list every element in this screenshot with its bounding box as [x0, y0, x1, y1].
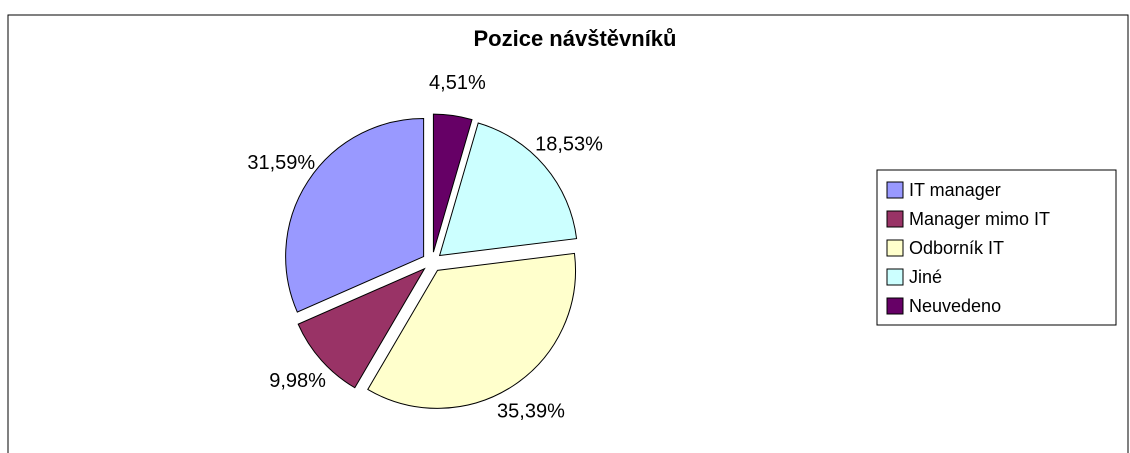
legend-label: Neuvedeno: [909, 296, 1001, 316]
legend-swatch: [886, 210, 904, 228]
pie-slice: [285, 118, 425, 313]
chart-title: Pozice návštěvníků: [474, 26, 677, 51]
data-label: 31,59%: [247, 152, 315, 174]
legend-label: Odborník IT: [909, 238, 1004, 258]
pie-slice: [367, 252, 576, 409]
legend-label: IT manager: [909, 180, 1001, 200]
legend-swatch: [886, 268, 904, 286]
pie-slice: [297, 267, 426, 389]
legend-box: [876, 169, 1117, 326]
data-label: 18,53%: [535, 134, 603, 156]
data-label: 35,39%: [497, 401, 565, 423]
data-label: 4,51%: [429, 72, 486, 94]
legend-swatch: [886, 297, 904, 315]
legend-label: Manager mimo IT: [909, 209, 1050, 229]
pie-slice: [432, 113, 473, 253]
legend-label: Jiné: [909, 267, 942, 287]
legend-swatch: [886, 181, 904, 199]
pie-slice: [438, 122, 578, 257]
legend-swatch: [886, 239, 904, 257]
data-label: 9,98%: [269, 370, 326, 392]
